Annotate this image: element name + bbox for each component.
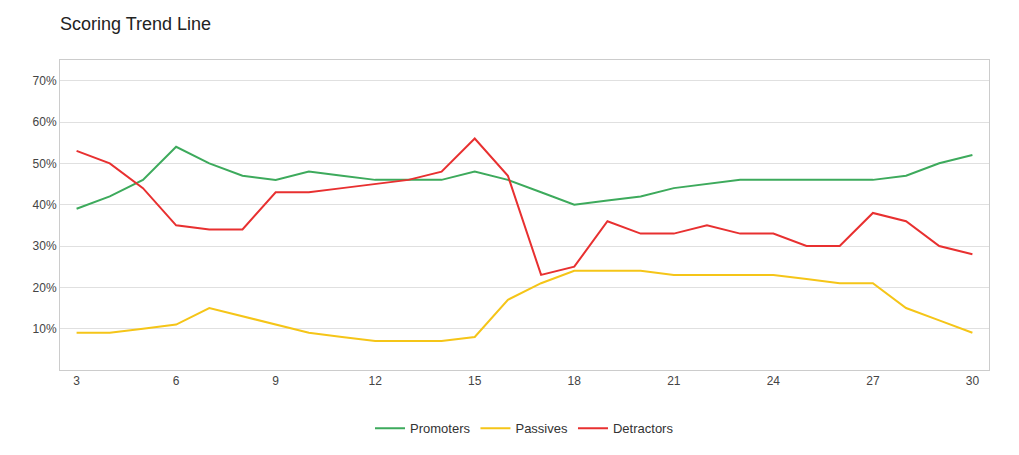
svg-text:9: 9: [272, 374, 279, 388]
svg-text:40%: 40%: [33, 198, 57, 212]
svg-text:30%: 30%: [33, 239, 57, 253]
svg-text:18: 18: [568, 374, 582, 388]
svg-text:3: 3: [73, 374, 80, 388]
svg-text:24: 24: [767, 374, 781, 388]
svg-text:20%: 20%: [33, 281, 57, 295]
svg-text:30: 30: [966, 374, 980, 388]
svg-text:6: 6: [173, 374, 180, 388]
svg-text:Promoters: Promoters: [410, 421, 470, 436]
svg-text:Detractors: Detractors: [613, 421, 673, 436]
svg-text:12: 12: [369, 374, 383, 388]
svg-text:70%: 70%: [33, 74, 57, 88]
svg-text:27: 27: [866, 374, 880, 388]
svg-text:21: 21: [667, 374, 681, 388]
svg-text:60%: 60%: [33, 115, 57, 129]
svg-text:15: 15: [468, 374, 482, 388]
svg-text:50%: 50%: [33, 157, 57, 171]
svg-text:Passives: Passives: [515, 421, 568, 436]
svg-text:Scoring Trend Line: Scoring Trend Line: [60, 14, 211, 34]
svg-text:10%: 10%: [33, 322, 57, 336]
